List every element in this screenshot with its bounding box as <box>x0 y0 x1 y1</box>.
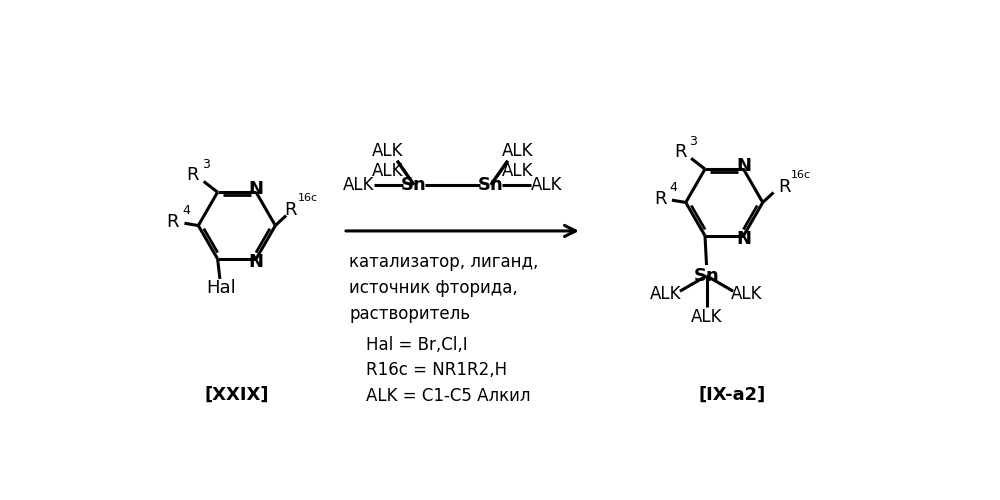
Text: R16c = NR1R2,H: R16c = NR1R2,H <box>366 362 507 380</box>
Text: ALK: ALK <box>731 286 763 304</box>
Text: Sn: Sn <box>478 176 504 194</box>
Text: [XXIX]: [XXIX] <box>205 386 269 404</box>
Text: катализатор, лиганд,: катализатор, лиганд, <box>349 252 539 270</box>
Text: N: N <box>249 253 264 271</box>
Text: источник фторида,: источник фторида, <box>349 279 518 297</box>
Text: растворитель: растворитель <box>349 305 470 323</box>
Text: ALK: ALK <box>650 286 682 304</box>
Text: R: R <box>167 212 179 230</box>
Text: ALK: ALK <box>502 162 533 180</box>
Text: Sn: Sn <box>694 267 719 285</box>
Text: ALK: ALK <box>343 176 374 194</box>
Text: R: R <box>284 201 297 219</box>
Text: 16c: 16c <box>791 170 811 179</box>
Text: N: N <box>736 230 751 248</box>
Text: Hal = Br,Cl,I: Hal = Br,Cl,I <box>366 336 468 354</box>
Text: 3: 3 <box>690 135 697 148</box>
Text: ALK: ALK <box>691 308 722 326</box>
Text: 4: 4 <box>182 204 190 218</box>
Text: R: R <box>187 166 199 184</box>
Text: N: N <box>736 157 751 175</box>
Text: 16c: 16c <box>298 193 318 203</box>
Text: 3: 3 <box>202 158 210 171</box>
Text: ALK: ALK <box>371 142 403 160</box>
Text: [IX-a2]: [IX-a2] <box>698 386 766 404</box>
Text: R: R <box>674 143 687 161</box>
Text: Sn: Sn <box>401 176 427 194</box>
Text: ALK = C1-C5 Алкил: ALK = C1-C5 Алкил <box>366 386 531 404</box>
Text: N: N <box>249 180 264 198</box>
Text: 4: 4 <box>669 182 677 194</box>
Text: Hal: Hal <box>207 279 236 297</box>
Text: ALK: ALK <box>531 176 562 194</box>
Text: ALK: ALK <box>371 162 403 180</box>
Text: ALK: ALK <box>502 142 533 160</box>
Text: R: R <box>654 190 667 208</box>
Text: R: R <box>778 178 791 196</box>
